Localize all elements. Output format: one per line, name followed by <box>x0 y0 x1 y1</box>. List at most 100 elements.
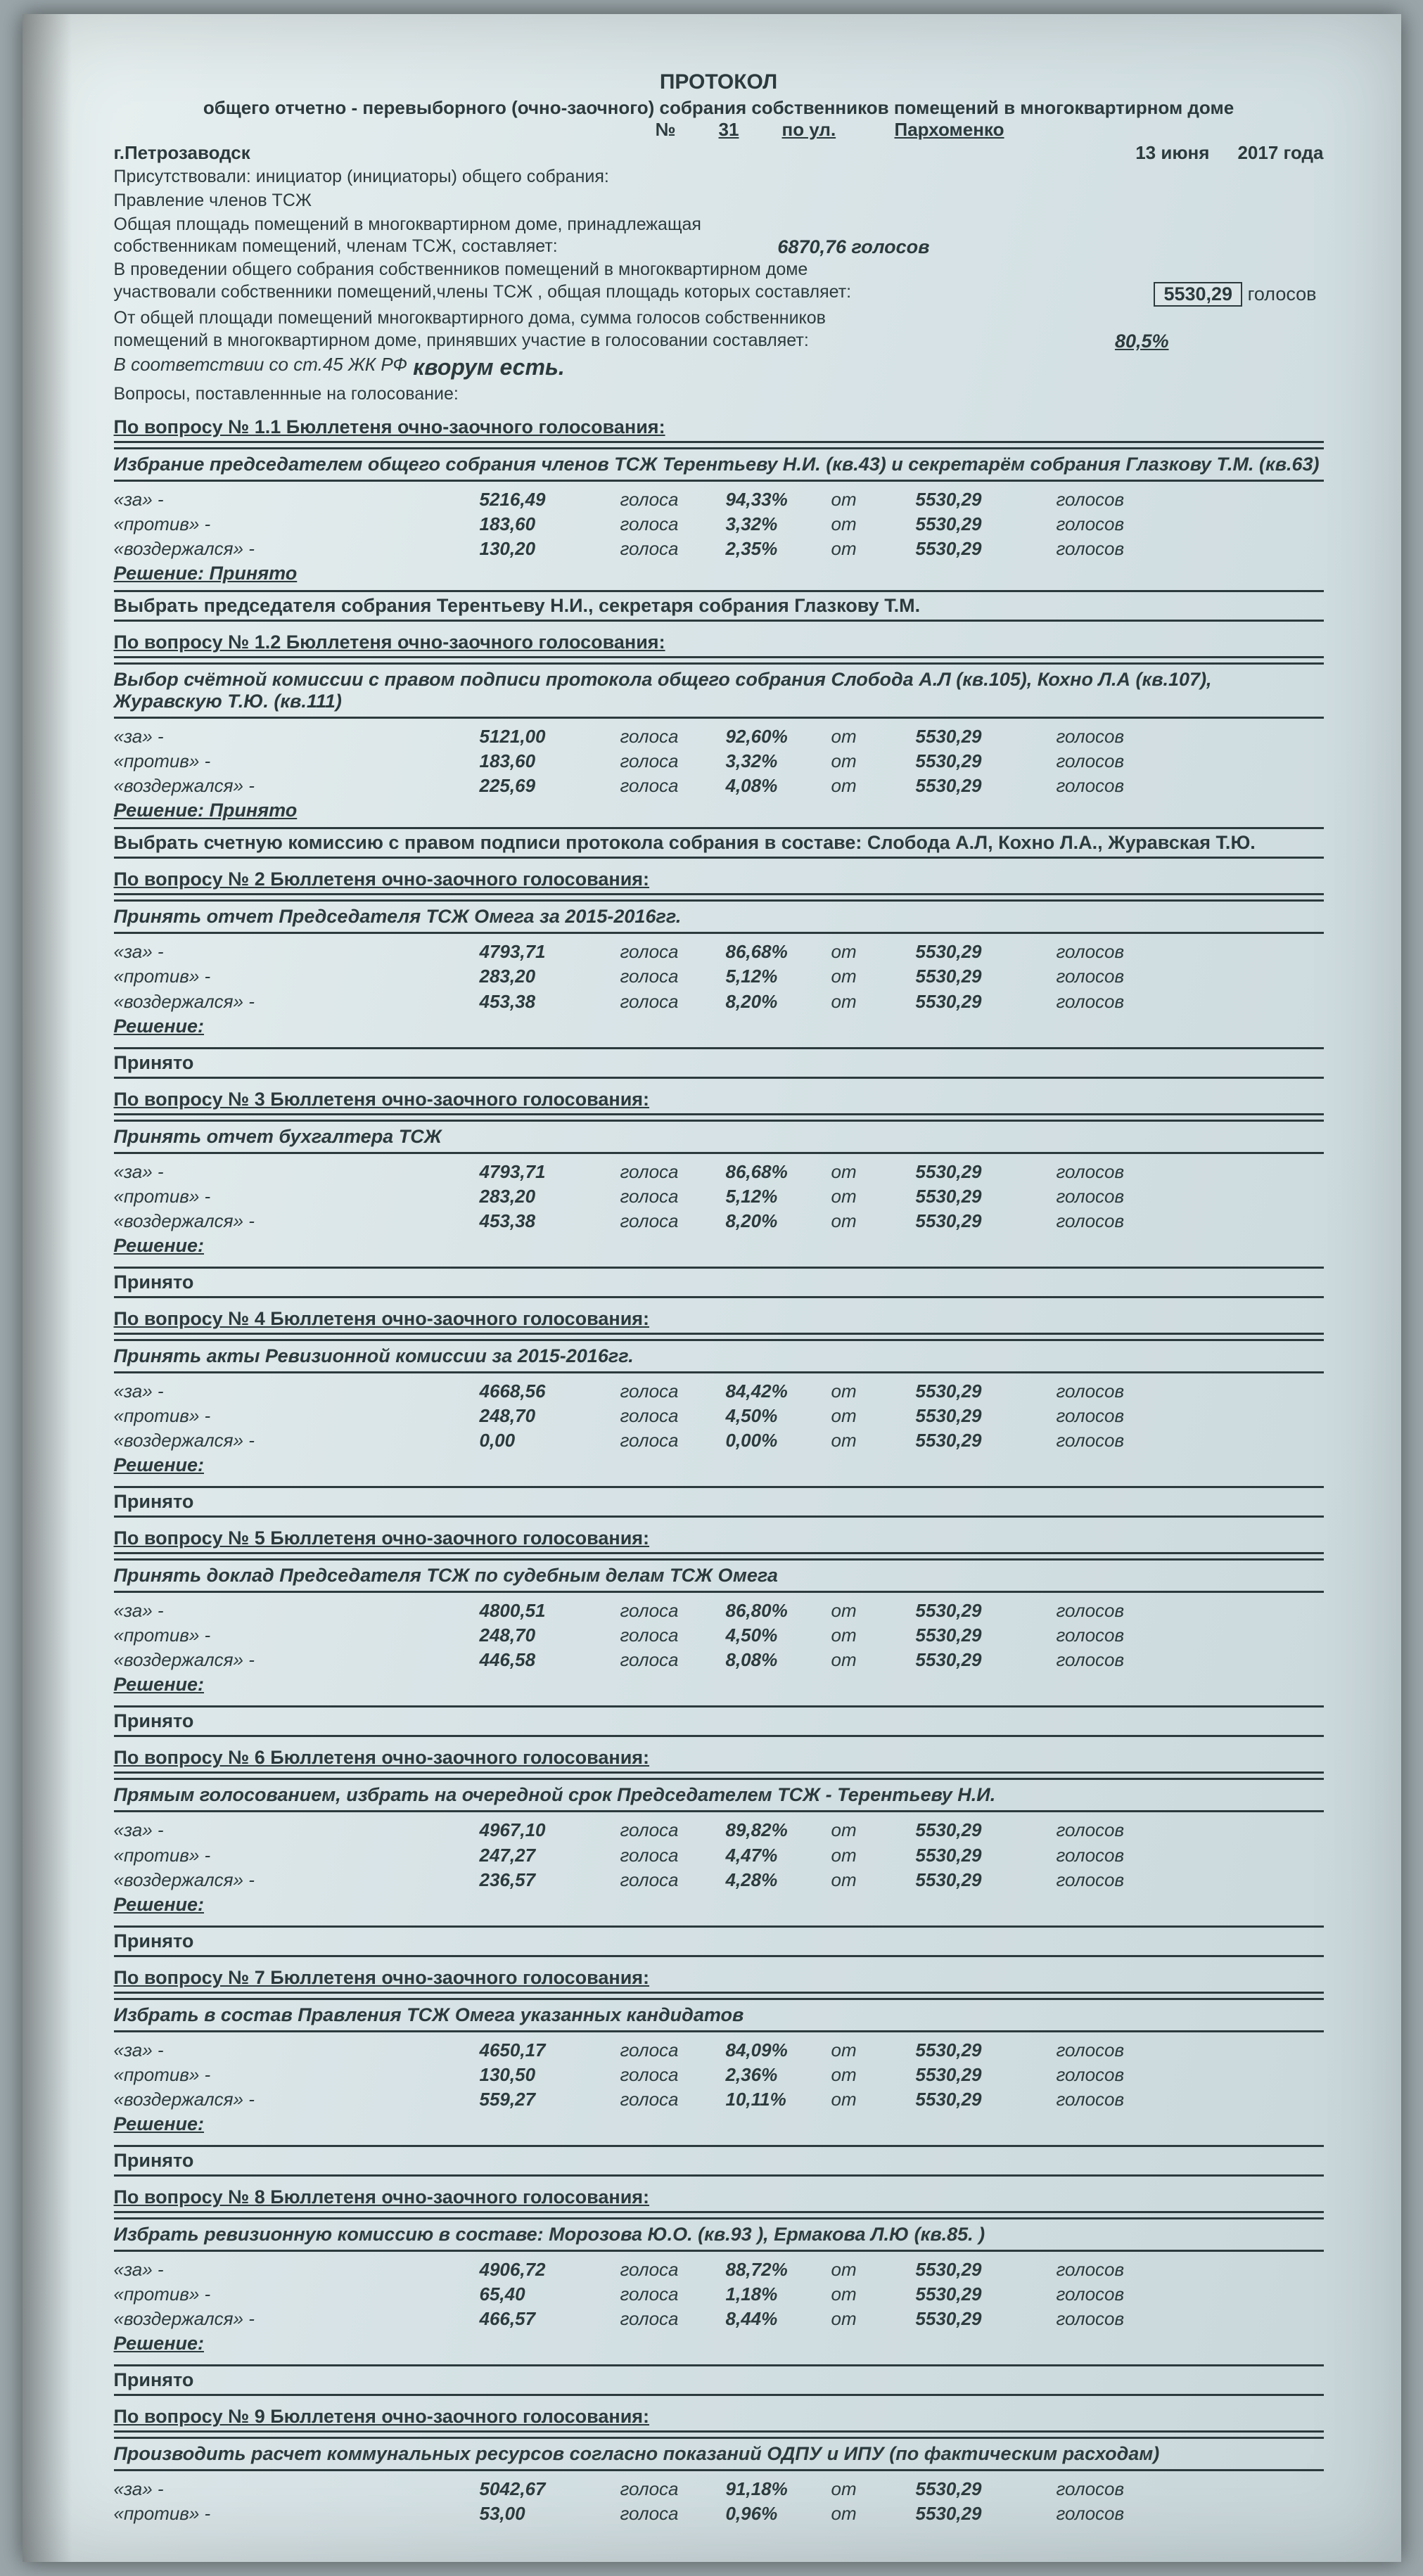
vote-ot: от <box>831 2038 916 2063</box>
vote-golosov: голосов <box>1057 724 1197 749</box>
vote-value: 4668,56 <box>480 1379 620 1404</box>
doc-title: ПРОТОКОЛ <box>114 70 1324 94</box>
vote-golosov: голосов <box>1057 1404 1197 1428</box>
vote-ot: от <box>831 2282 916 2307</box>
vote-total: 5530,29 <box>916 749 1057 774</box>
vote-value: 5042,67 <box>480 2477 620 2501</box>
vote-label: «против» - <box>114 2282 480 2307</box>
vote-golosa: голоса <box>620 2307 726 2331</box>
vote-row: «воздержался» - 0,00 голоса 0,00% от 553… <box>114 1428 1324 1453</box>
vote-total: 5530,29 <box>916 724 1057 749</box>
vote-golosov: голосов <box>1057 774 1197 798</box>
vote-pct: 4,28% <box>726 1868 831 1892</box>
vote-total: 5530,29 <box>916 2257 1057 2282</box>
doc-subtitle: общего отчетно - перевыборного (очно-зао… <box>114 97 1324 119</box>
vote-pct: 4,50% <box>726 1623 831 1648</box>
vote-pct: 4,47% <box>726 1843 831 1868</box>
vote-label: «за» - <box>114 940 480 964</box>
vote-ot: от <box>831 964 916 989</box>
street-label: по ул. <box>782 119 895 141</box>
vote-label: «за» - <box>114 2038 480 2063</box>
vote-ot: от <box>831 1868 916 1892</box>
vote-pct: 0,96% <box>726 2501 831 2526</box>
vote-value: 130,50 <box>480 2063 620 2087</box>
quorum-pre: В соответствии со ст.45 ЖК РФ <box>114 352 408 383</box>
vote-label: «за» - <box>114 2477 480 2501</box>
vote-golosa: голоса <box>620 724 726 749</box>
vote-golosov: голосов <box>1057 2257 1197 2282</box>
vote-pct: 8,20% <box>726 1209 831 1233</box>
vote-ot: от <box>831 1428 916 1453</box>
vote-pct: 91,18% <box>726 2477 831 2501</box>
vote-label: «воздержался» - <box>114 1648 480 1672</box>
vote-ot: от <box>831 2501 916 2526</box>
part1: В проведении общего собрания собственник… <box>114 258 1324 282</box>
vote-ot: от <box>831 512 916 537</box>
vote-pct: 8,44% <box>726 2307 831 2331</box>
vote-ot: от <box>831 940 916 964</box>
vote-total: 5530,29 <box>916 2501 1057 2526</box>
vote-label: «за» - <box>114 2257 480 2282</box>
questions-container: По вопросу № 1.1 Бюллетеня очно-заочного… <box>114 414 1324 2527</box>
vote-total: 5530,29 <box>916 1843 1057 1868</box>
vote-label: «воздержался» - <box>114 1428 480 1453</box>
question-title: Выбор счётной комиссии с правом подписи … <box>114 662 1324 719</box>
vote-golosa: голоса <box>620 1209 726 1233</box>
vote-value: 183,60 <box>480 512 620 537</box>
vote-golosa: голоса <box>620 2257 726 2282</box>
vote-row: «против» - 248,70 голоса 4,50% от 5530,2… <box>114 1623 1324 1648</box>
vote-golosa: голоса <box>620 989 726 1014</box>
questions-label: Вопросы, поставленнные на голосование: <box>114 383 1324 406</box>
vote-value: 65,40 <box>480 2282 620 2307</box>
vote-value: 453,38 <box>480 989 620 1014</box>
vote-golosa: голоса <box>620 1843 726 1868</box>
decision-label: Решение: <box>114 1235 1324 1257</box>
vote-ot: от <box>831 1818 916 1843</box>
vote-label: «за» - <box>114 1818 480 1843</box>
vote-value: 283,20 <box>480 1184 620 1209</box>
vote-value: 0,00 <box>480 1428 620 1453</box>
vote-ot: от <box>831 724 916 749</box>
vote-pct: 1,18% <box>726 2282 831 2307</box>
question-head: По вопросу № 7 Бюллетеня очно-заочного г… <box>114 1964 1324 1994</box>
decision-inline: Решение: Принято <box>114 800 1324 821</box>
vote-golosa: голоса <box>620 940 726 964</box>
vote-pct: 4,50% <box>726 1404 831 1428</box>
quorum-row: В соответствии со ст.45 ЖК РФ кворум ест… <box>114 352 1324 383</box>
question-head: По вопросу № 5 Бюллетеня очно-заочного г… <box>114 1525 1324 1554</box>
vote-label: «воздержался» - <box>114 537 480 561</box>
vote-label: «воздержался» - <box>114 1868 480 1892</box>
board-line: Правление членов ТСЖ <box>114 189 1324 213</box>
year: 2017 года <box>1237 141 1323 165</box>
vote-row: «против» - 183,60 голоса 3,32% от 5530,2… <box>114 749 1324 774</box>
vote-row: «за» - 4668,56 голоса 84,42% от 5530,29 … <box>114 1379 1324 1404</box>
vote-pct: 5,12% <box>726 964 831 989</box>
vote-total: 5530,29 <box>916 1868 1057 1892</box>
vote-golosa: голоса <box>620 1160 726 1184</box>
area1: Общая площадь помещений в многоквартирно… <box>114 213 1324 237</box>
vote-pct: 8,20% <box>726 989 831 1014</box>
decision-extra: Выбрать председателя собрания Терентьеву… <box>114 590 1324 622</box>
vote-value: 248,70 <box>480 1623 620 1648</box>
vote-row: «за» - 5216,49 голоса 94,33% от 5530,29 … <box>114 487 1324 512</box>
decision-result: Принято <box>114 1925 1324 1957</box>
vote-label: «против» - <box>114 512 480 537</box>
vote-golosa: голоса <box>620 487 726 512</box>
vote-pct: 94,33% <box>726 487 831 512</box>
vote-golosov: голосов <box>1057 1160 1197 1184</box>
question-title: Производить расчет коммунальных ресурсов… <box>114 2437 1324 2471</box>
decision-label: Решение: <box>114 1454 1324 1476</box>
vote-table: «за» - 4793,71 голоса 86,68% от 5530,29 … <box>114 940 1324 1013</box>
vote-golosov: голосов <box>1057 1184 1197 1209</box>
vote-label: «против» - <box>114 1623 480 1648</box>
vote-golosa: голоса <box>620 964 726 989</box>
question-title: Принять отчет Председателя ТСЖ Омега за … <box>114 899 1324 934</box>
vote-label: «за» - <box>114 1379 480 1404</box>
vote-total: 5530,29 <box>916 2087 1057 2112</box>
vote-total: 5530,29 <box>916 1623 1057 1648</box>
vote-golosov: голосов <box>1057 989 1197 1014</box>
vote-value: 4800,51 <box>480 1598 620 1623</box>
vote-golosa: голоса <box>620 1428 726 1453</box>
vote-golosa: голоса <box>620 1868 726 1892</box>
vote-golosov: голосов <box>1057 537 1197 561</box>
